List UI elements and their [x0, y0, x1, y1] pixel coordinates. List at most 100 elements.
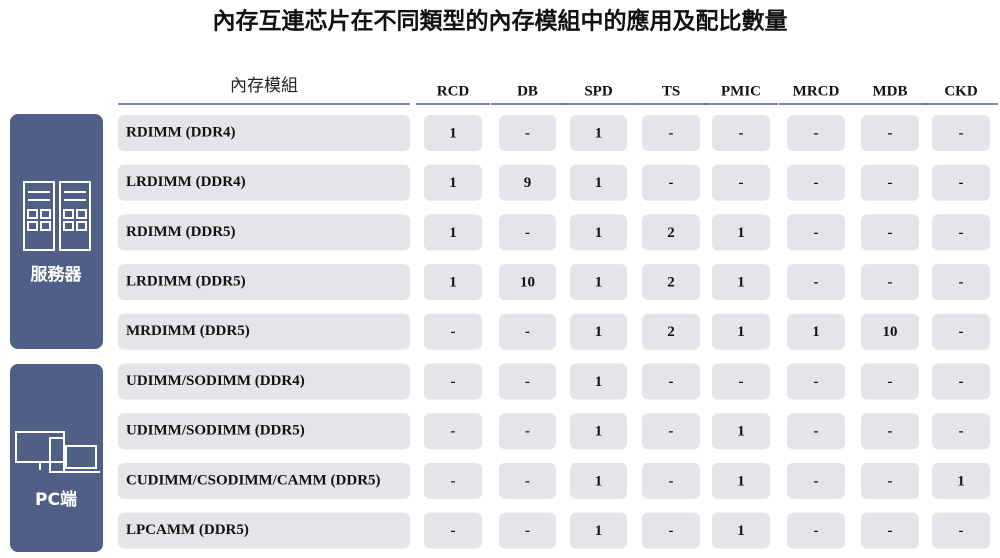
cell-value: -: [669, 374, 674, 390]
value-cell: [642, 264, 700, 301]
value-cell: [499, 264, 556, 301]
cell-value: -: [669, 473, 674, 489]
cell-value: 1: [595, 374, 603, 390]
module-name: CUDIMM/CSODIMM/CAMM (DDR5): [126, 472, 381, 488]
server-icon: [23, 181, 91, 251]
cell-value: 1: [595, 324, 603, 340]
column-header: SPD: [584, 83, 613, 99]
value-cell: [787, 164, 845, 201]
cell-value: 1: [595, 175, 603, 191]
cell-value: -: [888, 473, 893, 489]
cell-value: -: [814, 225, 819, 241]
cell-value: -: [959, 275, 964, 291]
cell-value: -: [739, 125, 744, 141]
title: 內存互連芯片在不同類型的內存模組中的應用及配比數量: [213, 8, 788, 35]
value-cell: [499, 214, 556, 251]
server-group-box: [10, 114, 103, 349]
module-name: LPCAMM (DDR5): [126, 522, 249, 538]
cell-value: 1: [737, 523, 745, 539]
group-label: PC端: [35, 489, 77, 510]
cell-value: -: [669, 424, 674, 440]
module-name: RDIMM (DDR4): [126, 124, 236, 140]
value-cell: [712, 313, 770, 350]
value-cell: [787, 313, 845, 350]
value-cell: [861, 313, 919, 350]
cell-value: -: [888, 374, 893, 390]
cell-value: 1: [595, 523, 603, 539]
column-header: CKD: [944, 83, 978, 99]
module-cell: [118, 164, 410, 201]
cell-value: -: [739, 374, 744, 390]
pc-group-box: [10, 364, 103, 552]
module-cell: [118, 363, 410, 400]
module-cell: [118, 462, 410, 499]
value-cell: [570, 512, 627, 549]
cell-value: 1: [737, 424, 745, 440]
cell-value: -: [888, 175, 893, 191]
cell-value: -: [669, 523, 674, 539]
value-cell: [424, 413, 482, 450]
cell-value: -: [525, 374, 530, 390]
value-cell: [570, 164, 627, 201]
value-cell: [861, 214, 919, 251]
cell-value: 1: [812, 324, 820, 340]
value-cell: [932, 363, 990, 400]
value-cell: [424, 313, 482, 350]
value-cell: [787, 363, 845, 400]
cell-value: 1: [449, 225, 457, 241]
value-cell: [932, 462, 990, 499]
value-cell: [787, 264, 845, 301]
cell-value: 1: [595, 473, 603, 489]
cell-value: 1: [595, 275, 603, 291]
cell-value: -: [959, 424, 964, 440]
column-header: MRCD: [793, 83, 840, 99]
value-cell: [932, 512, 990, 549]
cell-value: -: [451, 424, 456, 440]
cell-value: -: [959, 175, 964, 191]
cell-value: -: [888, 275, 893, 291]
value-cell: [712, 363, 770, 400]
value-cell: [787, 214, 845, 251]
cell-value: -: [959, 225, 964, 241]
value-cell: [499, 313, 556, 350]
group-label: 服務器: [31, 264, 83, 285]
module-name: LRDIMM (DDR4): [126, 174, 246, 190]
cell-value: -: [451, 523, 456, 539]
cell-value: 1: [595, 424, 603, 440]
value-cell: [861, 462, 919, 499]
column-header: 內存模組: [230, 76, 298, 96]
value-cell: [424, 462, 482, 499]
value-cell: [642, 115, 700, 151]
module-name: LRDIMM (DDR5): [126, 274, 246, 290]
value-cell: [861, 264, 919, 301]
value-cell: [570, 214, 627, 251]
value-cell: [787, 413, 845, 450]
value-cell: [499, 413, 556, 450]
column-header: DB: [517, 83, 538, 99]
value-cell: [932, 313, 990, 350]
cell-value: -: [525, 125, 530, 141]
value-cell: [932, 164, 990, 201]
cell-value: 2: [667, 275, 675, 291]
cell-value: -: [959, 374, 964, 390]
cell-value: -: [888, 125, 893, 141]
value-cell: [712, 164, 770, 201]
cell-value: 1: [449, 275, 457, 291]
cell-value: -: [814, 275, 819, 291]
value-cell: [861, 363, 919, 400]
cell-value: 1: [449, 175, 457, 191]
cell-value: -: [888, 225, 893, 241]
cell-value: 2: [667, 225, 675, 241]
module-name: MRDIMM (DDR5): [126, 323, 250, 339]
cell-value: -: [959, 125, 964, 141]
cell-value: 1: [737, 225, 745, 241]
cell-value: 2: [667, 324, 675, 340]
column-header: MDB: [873, 83, 908, 99]
value-cell: [570, 264, 627, 301]
column-header: PMIC: [721, 83, 761, 99]
value-cell: [570, 115, 627, 151]
value-cell: [787, 512, 845, 549]
value-cell: [499, 363, 556, 400]
value-cell: [642, 462, 700, 499]
